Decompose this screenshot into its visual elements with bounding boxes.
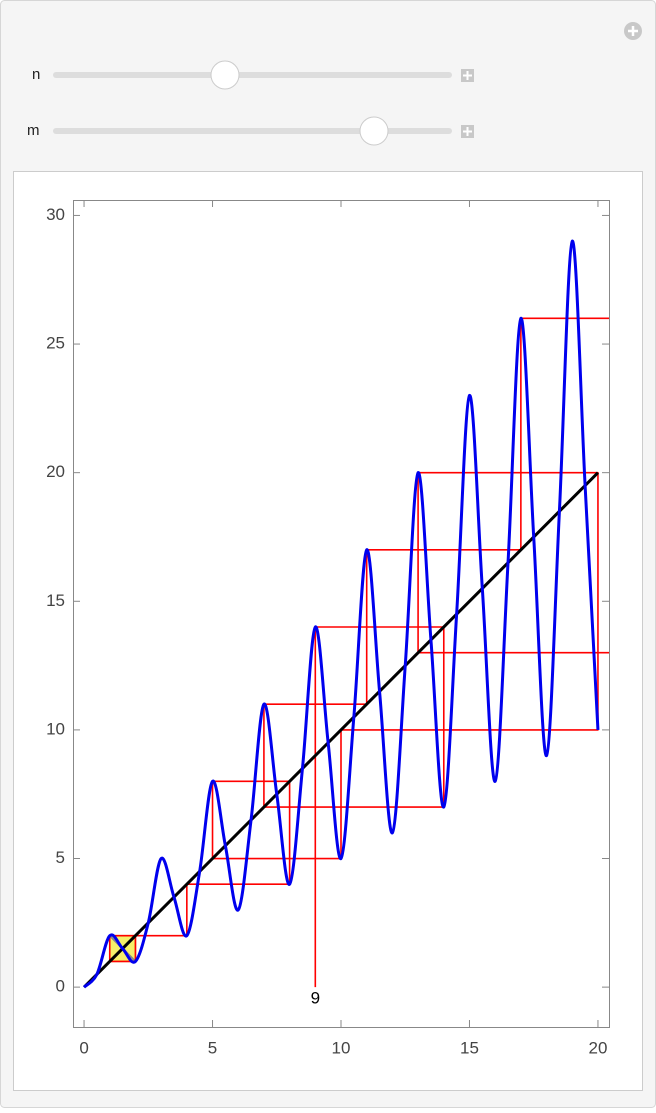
function-curve bbox=[82, 239, 600, 989]
slider-track[interactable] bbox=[53, 128, 452, 134]
x-tick-label: 10 bbox=[332, 1038, 351, 1057]
y-tick-label: 10 bbox=[46, 719, 65, 738]
x-tick-label: 5 bbox=[208, 1038, 217, 1057]
slider-plus[interactable] bbox=[461, 125, 474, 138]
slider-plus[interactable] bbox=[461, 69, 474, 82]
slider-thumb[interactable] bbox=[210, 60, 240, 90]
plus-button[interactable] bbox=[624, 22, 642, 40]
plot-panel bbox=[13, 171, 643, 1091]
plot-area bbox=[82, 239, 609, 989]
y-tick-label: 5 bbox=[56, 848, 65, 867]
y-tick-label: 20 bbox=[46, 462, 65, 481]
diagonal-line bbox=[82, 471, 600, 989]
slider-label: m bbox=[27, 122, 40, 139]
y-tick-label: 25 bbox=[46, 334, 65, 353]
y-tick-label: 0 bbox=[56, 977, 65, 996]
y-tick-label: 15 bbox=[46, 591, 65, 610]
x-tick-label: 20 bbox=[588, 1038, 607, 1057]
slider-thumb[interactable] bbox=[359, 116, 389, 146]
x-tick-label: 15 bbox=[460, 1038, 479, 1057]
y-tick-label: 30 bbox=[46, 205, 65, 224]
x-tick-label: 0 bbox=[79, 1038, 88, 1057]
start-label: 9 bbox=[311, 988, 320, 1007]
slider-track[interactable] bbox=[53, 72, 452, 78]
slider-label: n bbox=[32, 66, 40, 83]
